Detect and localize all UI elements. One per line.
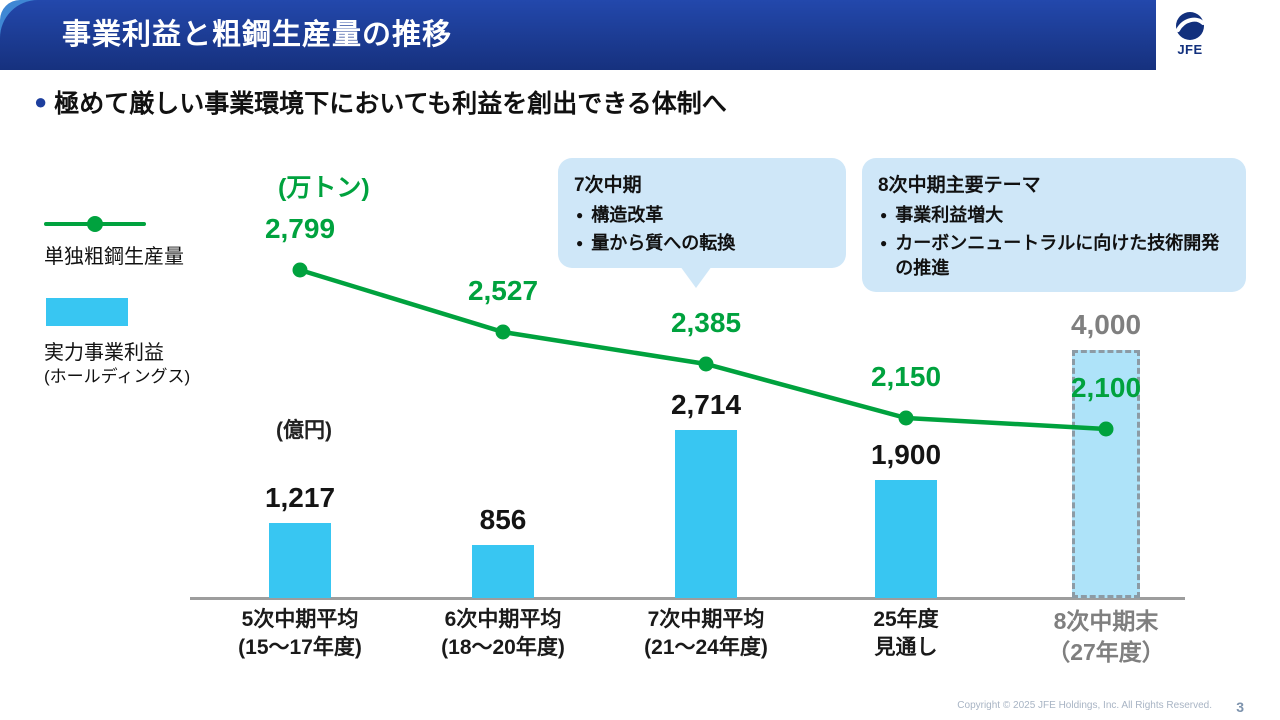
category-label: 7次中期平均 (21〜24年度) [644, 608, 768, 660]
callout-item-text: カーボンニュートラルに向けた技術開発の推進 [895, 233, 1220, 278]
legend-line-label: 単独粗鋼生産量 [44, 246, 184, 268]
line-value-label: 2,385 [670, 307, 742, 338]
line-value-label: 2,150 [870, 361, 942, 392]
subtitle: ● 極めて厳しい事業環境下においても利益を創出できる体制へ [34, 84, 727, 120]
jfe-logo-text: JFE [1177, 42, 1203, 57]
callout-item-text: 量から質への転換 [591, 233, 736, 254]
subtitle-text: 極めて厳しい事業環境下においても利益を創出できる体制へ [54, 90, 727, 118]
bar [875, 480, 937, 598]
category-label: 8次中期末 （27年度） [1047, 608, 1165, 666]
category-label: 5次中期平均 (15〜17年度) [238, 608, 362, 660]
callout-title: 8次中期主要テーマ [878, 175, 1041, 196]
copyright-text: Copyright © 2025 JFE Holdings, Inc. All … [957, 700, 1212, 711]
callout-item: ● 事業利益増大 [878, 203, 1230, 227]
callout-8th-midterm: 8次中期主要テーマ ● 事業利益増大 ● カーボンニュートラルに向けた技術開発の… [862, 158, 1246, 292]
bullet-icon: ● [880, 208, 888, 222]
bullet-icon: ● [34, 89, 48, 114]
bar-value-label: 1,217 [264, 482, 336, 513]
line-value-label: 2,100 [1070, 372, 1142, 403]
category-label: 6次中期平均 (18〜20年度) [441, 608, 565, 660]
bar-unit-label: (億円) [276, 419, 332, 442]
header: 事業利益と粗鋼生産量の推移 [0, 0, 1156, 70]
bullet-icon: ● [576, 208, 584, 222]
jfe-globe-icon [1176, 12, 1205, 40]
legend-bar-label: 実力事業利益 [44, 342, 164, 364]
callout-item-text: 構造改革 [591, 205, 664, 225]
line-unit-label: (万トン) [278, 174, 370, 202]
line-value-label: 2,799 [264, 213, 336, 244]
callout-item-text: 事業利益増大 [895, 205, 1004, 225]
bar [269, 523, 331, 598]
jfe-logo: JFE [1162, 5, 1218, 63]
legend-bar-swatch [46, 298, 128, 326]
page-number: 3 [1236, 699, 1244, 715]
bar-value-label: 2,714 [670, 389, 742, 420]
callout-pointer [680, 265, 712, 288]
callout-item: ● カーボンニュートラルに向けた技術開発の推進 [878, 231, 1230, 280]
line-value-label: 2,527 [467, 275, 539, 306]
bar [675, 430, 737, 598]
x-axis [190, 597, 1185, 600]
bar-value-label: 4,000 [1070, 309, 1142, 340]
callout-item: ● 構造改革 [574, 203, 830, 227]
callout-title: 7次中期 [574, 175, 642, 196]
category-label: 25年度 見通し [873, 608, 939, 660]
bar-value-label: 856 [479, 504, 527, 535]
callout-item: ● 量から質への転換 [574, 231, 830, 255]
page-title: 事業利益と粗鋼生産量の推移 [62, 19, 453, 51]
bullet-icon: ● [880, 236, 888, 251]
bar-value-label: 1,900 [870, 439, 942, 470]
callout-7th-midterm: 7次中期 ● 構造改革 ● 量から質への転換 [558, 158, 846, 288]
legend-line-swatch [44, 216, 146, 234]
legend-bar-sublabel: (ホールディングス) [44, 367, 191, 386]
line-dot-icon [87, 216, 103, 232]
bullet-icon: ● [576, 236, 584, 251]
bar [472, 545, 534, 598]
